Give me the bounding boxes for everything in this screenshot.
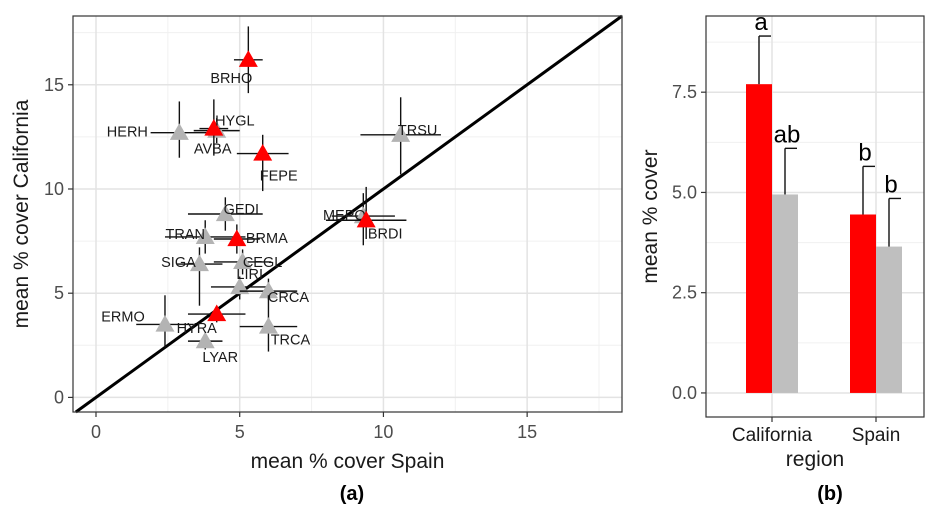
point-label: TRAN (165, 227, 204, 243)
point-label: TRSU (398, 123, 437, 139)
point-cegl: CEGL (213, 249, 283, 275)
point-marker (189, 254, 209, 272)
point-siga: SIGA (161, 247, 223, 306)
point-marker (169, 123, 189, 140)
point-label: ERMO (101, 309, 145, 325)
point-label: GEDI (224, 202, 259, 218)
y-tick-label: 10 (44, 179, 64, 199)
point-label: BRHO (210, 71, 252, 87)
bar-y-axis-label: mean % cover (639, 149, 662, 283)
bar-ticks: 0.0 2.5 5.0 7.5 California Spain (672, 15, 925, 446)
significance-letter: ab (774, 121, 801, 148)
point-marker (207, 304, 227, 322)
scatter-ticks: 0 5 10 15 0 5 10 15 (44, 15, 623, 442)
bar-x-axis-label: region (786, 448, 844, 471)
point-marker (238, 50, 258, 67)
point-gedi: GEDI (187, 197, 263, 231)
y-tick-label: 2.5 (672, 283, 697, 303)
point-herh: HERH (107, 101, 209, 158)
point-brdi: BRDI (325, 186, 407, 242)
point-label: CEGL (243, 255, 283, 271)
point-label: SIGA (161, 255, 196, 271)
y-tick-label: 7.5 (672, 82, 697, 102)
scatter-y-axis-label: mean % cover California (10, 99, 33, 328)
point-label: TRCA (271, 333, 311, 349)
point-label: BRDI (368, 226, 403, 242)
identity-line (74, 14, 623, 414)
y-tick-label: 0.0 (672, 383, 697, 403)
point-marker (215, 204, 235, 222)
bar-spain-1 (850, 214, 876, 393)
point-label: LYAR (202, 350, 238, 366)
x-tick-label: 0 (91, 422, 101, 442)
x-tick-label: California (732, 425, 813, 446)
point-label: HYRA (177, 321, 218, 337)
point-label: AVBA (194, 142, 232, 158)
bar-california-2 (772, 194, 798, 393)
point-marker (195, 331, 215, 349)
point-tran: TRAN (164, 220, 246, 254)
point-marker (258, 281, 278, 299)
point-marker (258, 317, 278, 334)
point-marker (391, 125, 411, 142)
scatter-x-axis-label: mean % cover Spain (251, 450, 445, 473)
point-label: MEPO (323, 208, 366, 224)
point-marker (204, 119, 224, 136)
x-tick-label: 15 (517, 422, 537, 442)
point-marker (233, 252, 253, 270)
x-tick-label: 10 (373, 422, 393, 442)
y-tick-label: 0 (54, 387, 64, 407)
x-tick-label: 5 (235, 422, 245, 442)
point-brho: BRHO (210, 26, 263, 94)
significance-letter: a (754, 9, 768, 36)
point-marker (155, 314, 175, 332)
identity-line-group (74, 14, 623, 414)
significance-letter: b (884, 171, 897, 198)
y-tick-label: 5 (54, 283, 64, 303)
panel-label-a: (a) (340, 483, 364, 505)
point-label: LIRI (236, 267, 263, 283)
point-label: BRMA (246, 231, 288, 247)
point-marker (230, 277, 250, 295)
point-hyra: HYRA (177, 304, 246, 337)
point-ermo: ERMO (101, 295, 194, 348)
y-tick-label: 15 (44, 75, 64, 95)
point-brma: BRMA (213, 224, 288, 254)
bar-california-1 (746, 84, 772, 393)
point-trca: TRCA (239, 295, 311, 352)
point-marker (195, 227, 215, 245)
point-fepe: FEPE (236, 134, 298, 192)
point-hygl: HYGL (199, 99, 255, 156)
point-liri: LIRI (210, 267, 269, 300)
scatter-frame (72, 15, 623, 413)
x-tick-label: Spain (852, 425, 901, 446)
point-label: HYGL (215, 114, 255, 130)
panel-label-b: (b) (817, 483, 843, 505)
point-label: HERH (107, 125, 148, 141)
point-trsu: TRSU (360, 97, 441, 175)
point-lyar: LYAR (187, 331, 238, 366)
point-label: CRCA (268, 290, 309, 306)
point-marker (253, 144, 273, 161)
point-label: FEPE (260, 169, 298, 185)
bar-spain-2 (876, 246, 902, 393)
bar-frame (705, 15, 925, 418)
significance-letter: b (858, 139, 871, 166)
point-marker (356, 210, 376, 228)
point-marker (227, 229, 247, 247)
y-tick-label: 5.0 (672, 182, 697, 202)
